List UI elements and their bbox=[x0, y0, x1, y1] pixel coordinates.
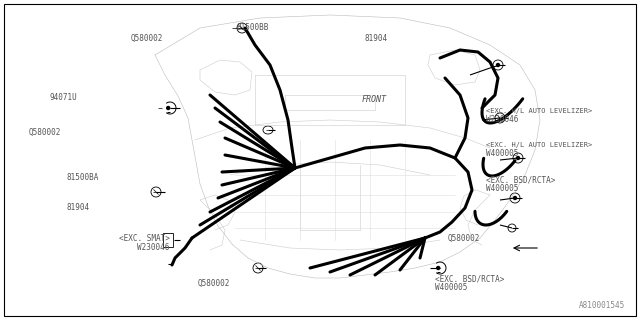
Text: 81904: 81904 bbox=[365, 34, 388, 43]
Circle shape bbox=[151, 187, 161, 197]
Text: W230046: W230046 bbox=[137, 244, 170, 252]
Circle shape bbox=[436, 267, 440, 269]
Circle shape bbox=[513, 196, 516, 199]
Circle shape bbox=[493, 60, 503, 70]
Text: <EXC. SMAT>: <EXC. SMAT> bbox=[119, 234, 170, 243]
Circle shape bbox=[495, 113, 505, 123]
Circle shape bbox=[516, 156, 520, 159]
Text: 81500BB: 81500BB bbox=[237, 23, 269, 32]
Circle shape bbox=[510, 193, 520, 203]
Text: W230046: W230046 bbox=[486, 116, 519, 124]
Circle shape bbox=[497, 63, 499, 67]
Text: Q580002: Q580002 bbox=[131, 34, 163, 43]
Text: FRONT: FRONT bbox=[362, 95, 387, 104]
Text: <EXC. H/L AUTO LEVELIZER>: <EXC. H/L AUTO LEVELIZER> bbox=[486, 142, 593, 148]
Text: W400005: W400005 bbox=[486, 149, 519, 158]
Text: Q580002: Q580002 bbox=[198, 279, 230, 288]
Text: <EXC. BSD/RCTA>: <EXC. BSD/RCTA> bbox=[435, 275, 504, 284]
Circle shape bbox=[237, 23, 247, 33]
Text: W400005: W400005 bbox=[435, 284, 468, 292]
Bar bbox=[163, 233, 173, 247]
Ellipse shape bbox=[263, 126, 273, 134]
Text: W400005: W400005 bbox=[486, 184, 519, 193]
Text: 94071U: 94071U bbox=[49, 93, 77, 102]
Text: Q580002: Q580002 bbox=[28, 128, 61, 137]
Circle shape bbox=[513, 153, 523, 163]
Circle shape bbox=[253, 263, 263, 273]
Text: 81500BA: 81500BA bbox=[67, 173, 99, 182]
Text: <EXC. BSD/RCTA>: <EXC. BSD/RCTA> bbox=[486, 175, 556, 184]
Circle shape bbox=[508, 224, 516, 232]
Text: A810001545: A810001545 bbox=[579, 301, 625, 310]
Circle shape bbox=[166, 107, 170, 109]
Text: <EXC. H/L AUTO LEVELIZER>: <EXC. H/L AUTO LEVELIZER> bbox=[486, 108, 593, 114]
Text: Q580002: Q580002 bbox=[448, 234, 481, 243]
Text: 81904: 81904 bbox=[67, 204, 90, 212]
